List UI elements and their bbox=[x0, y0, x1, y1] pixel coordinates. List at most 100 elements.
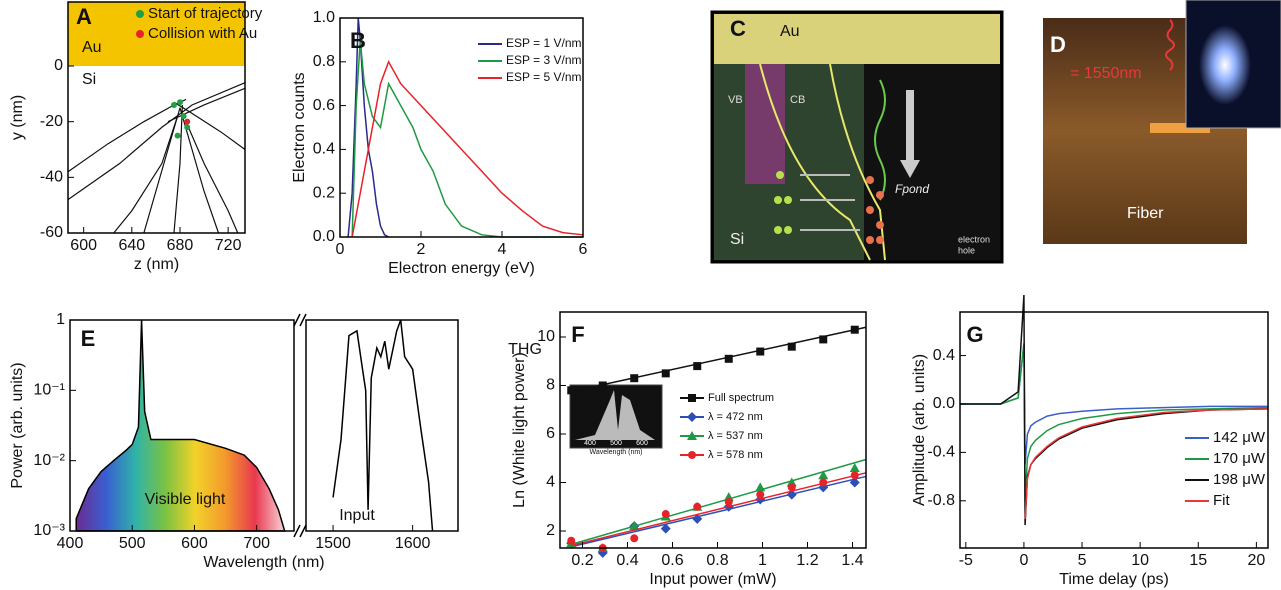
x-axis-label: Wavelength (nm) bbox=[203, 554, 324, 571]
y-tick-label: 8 bbox=[546, 377, 555, 394]
legend-label: ESP = 1 V/nm bbox=[506, 36, 582, 50]
x-axis-label: z (nm) bbox=[134, 256, 179, 273]
marker bbox=[850, 471, 859, 480]
x-tick-label: 0.6 bbox=[661, 552, 683, 569]
y-tick-label: 4 bbox=[546, 474, 555, 491]
x-tick-label: 1.4 bbox=[841, 552, 863, 569]
annotation: Au bbox=[780, 23, 800, 40]
panel-c: C Au VB CB Si Fpond electron hole bbox=[710, 10, 1004, 264]
x-tick-label: 1.2 bbox=[796, 552, 818, 569]
plot-frame bbox=[67, 1, 246, 234]
y-tick-label: 10⁻³ bbox=[33, 522, 65, 539]
x-axis-label: Electron energy (eV) bbox=[388, 260, 535, 277]
wave bbox=[874, 79, 886, 201]
marker bbox=[567, 386, 576, 395]
plot-frame bbox=[559, 311, 867, 549]
marker bbox=[693, 502, 702, 511]
axis-break bbox=[293, 313, 307, 538]
y-tick-label: 0.6 bbox=[313, 97, 335, 114]
arrows bbox=[800, 174, 860, 231]
y-axis-label: Power (arb. units) bbox=[9, 362, 26, 488]
holes bbox=[774, 171, 792, 234]
x-tick-label: 10 bbox=[1131, 552, 1149, 569]
marker bbox=[818, 470, 829, 480]
marker bbox=[819, 335, 828, 344]
marker bbox=[693, 362, 702, 371]
panel-label: D bbox=[1050, 32, 1066, 57]
marker bbox=[184, 124, 191, 131]
marker bbox=[692, 513, 703, 524]
marker bbox=[660, 523, 671, 534]
plot-frame bbox=[339, 17, 584, 238]
y-tick-label: 0.2 bbox=[313, 184, 335, 201]
fit-line bbox=[571, 326, 867, 393]
marker bbox=[724, 497, 733, 506]
legend-label: Start of trajectory bbox=[148, 5, 263, 22]
y-tick-label: -20 bbox=[40, 113, 63, 130]
pulse bbox=[1165, 19, 1175, 71]
fit-line bbox=[571, 472, 867, 547]
series-line bbox=[332, 319, 434, 532]
marker bbox=[176, 99, 183, 106]
inset-tick-label: 400 bbox=[584, 440, 596, 447]
marker bbox=[184, 118, 191, 125]
panel-label: C bbox=[730, 16, 746, 41]
marker bbox=[180, 113, 187, 120]
band-edge bbox=[829, 63, 886, 261]
plot-frame bbox=[305, 319, 459, 532]
legend-label: Full spectrum bbox=[708, 392, 774, 404]
legend-label: λ = 472 nm bbox=[708, 411, 763, 423]
emission bbox=[1199, 25, 1251, 105]
marker bbox=[661, 510, 670, 519]
y-tick-label: 10⁻² bbox=[33, 452, 65, 469]
annotation: Visible light bbox=[145, 491, 226, 508]
x-tick-label: -5 bbox=[959, 552, 973, 569]
y-axis-label: y (nm) bbox=[9, 95, 26, 140]
spectrum-area bbox=[75, 319, 286, 532]
x-tick-label: 600 bbox=[70, 237, 97, 254]
marker bbox=[136, 30, 144, 38]
legend-label: 198 μW bbox=[1213, 471, 1266, 488]
marker bbox=[687, 412, 697, 422]
legend-label: 142 μW bbox=[1213, 429, 1266, 446]
y-tick-label: 0.4 bbox=[933, 347, 955, 364]
series-line bbox=[960, 343, 1268, 465]
x-tick-label: 20 bbox=[1247, 552, 1265, 569]
annotation: VB bbox=[728, 94, 743, 106]
electrons bbox=[866, 176, 884, 244]
y-tick-label: 0.0 bbox=[933, 395, 955, 412]
series-line bbox=[960, 343, 1269, 501]
y-tick-label: -0.4 bbox=[927, 444, 955, 461]
fit-line bbox=[571, 475, 867, 548]
marker bbox=[688, 394, 696, 402]
inset-tick-label: 600 bbox=[636, 440, 648, 447]
y-axis-label: Amplitude (arb. units) bbox=[911, 354, 928, 506]
x-tick-label: 0.2 bbox=[571, 552, 593, 569]
panel-label: G bbox=[966, 322, 983, 347]
marker bbox=[756, 347, 765, 356]
x-tick-label: 0 bbox=[1019, 552, 1028, 569]
marker bbox=[136, 10, 144, 18]
legend-label: ESP = 3 V/nm bbox=[506, 53, 582, 67]
y-axis-label: Electron counts bbox=[291, 72, 308, 182]
y-tick-label: 1 bbox=[56, 311, 65, 328]
x-tick-label: 0 bbox=[336, 241, 345, 258]
annotation: Fiber bbox=[1127, 205, 1164, 222]
y-tick-label: 6 bbox=[546, 425, 555, 442]
y-tick-label: 0.4 bbox=[313, 141, 335, 158]
x-tick-label: 700 bbox=[243, 535, 270, 552]
series-line bbox=[1024, 408, 1269, 519]
marker bbox=[849, 477, 860, 488]
y-tick-label: 1.0 bbox=[313, 9, 335, 26]
series-line bbox=[347, 17, 389, 238]
marker bbox=[598, 381, 607, 390]
fit-line bbox=[571, 458, 867, 546]
x-tick-label: 15 bbox=[1189, 552, 1207, 569]
x-tick-label: 1 bbox=[758, 552, 767, 569]
marker bbox=[850, 325, 859, 334]
x-axis-label: Time delay (ps) bbox=[1059, 571, 1169, 588]
annotation: THG bbox=[508, 341, 542, 358]
x-tick-label: 1600 bbox=[395, 535, 431, 552]
y-tick-label: 0.8 bbox=[313, 53, 335, 70]
